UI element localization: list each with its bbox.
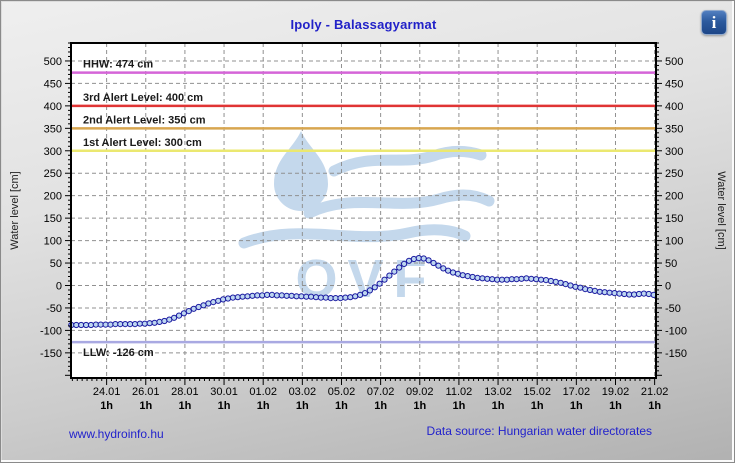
x-tick-label: 21.02 [641, 386, 669, 398]
x-tick-sublabel: 1h [531, 400, 544, 412]
x-tick-sublabel: 1h [335, 400, 348, 412]
x-tick-label: 03.02 [289, 386, 317, 398]
x-tick-sublabel: 1h [139, 400, 152, 412]
x-tick-sublabel: 1h [648, 400, 661, 412]
x-tick-sublabel: 1h [413, 400, 426, 412]
y-tick-label-right: -150 [665, 348, 687, 360]
y-tick-label-right: 400 [665, 101, 683, 113]
hhw-label: HHW: 474 cm [83, 59, 153, 71]
x-tick-sublabel: 1h [178, 400, 191, 412]
alert2-label: 2nd Alert Level: 350 cm [83, 114, 206, 126]
y-tick-label-right: 150 [665, 213, 683, 225]
y-tick-label-left: 100 [44, 236, 62, 248]
x-tick-sublabel: 1h [296, 400, 309, 412]
y-tick-label-left: 500 [44, 56, 62, 68]
y-tick-label-left: 150 [44, 213, 62, 225]
x-tick-label: 13.02 [484, 386, 512, 398]
y-tick-label-left: 200 [44, 191, 62, 203]
x-tick-label: 05.02 [328, 386, 356, 398]
page-title: Ipoly - Balassagyarmat [290, 17, 437, 32]
x-tick-label: 26.01 [132, 386, 160, 398]
site-link[interactable]: www.hydroinfo.hu [69, 427, 164, 441]
llw-label: LLW: -126 cm [83, 347, 154, 359]
x-tick-sublabel: 1h [257, 400, 270, 412]
y-tick-label-left: 50 [50, 258, 62, 270]
y-tick-label-right: 350 [665, 123, 683, 135]
water-level-series-markers [68, 255, 657, 329]
y-tick-label-right: 300 [665, 146, 683, 158]
y-tick-label-right: 450 [665, 78, 683, 90]
x-tick-label: 24.01 [93, 386, 121, 398]
x-tick-sublabel: 1h [452, 400, 465, 412]
x-tick-label: 07.02 [367, 386, 395, 398]
x-tick-sublabel: 1h [100, 400, 113, 412]
y-axis-title-left: Water level [cm] [9, 171, 21, 249]
y-tick-label-right: 200 [665, 191, 683, 203]
x-tick-sublabel: 1h [492, 400, 505, 412]
y-tick-label-right: 250 [665, 168, 683, 180]
alert1-label: 1st Alert Level: 300 cm [83, 137, 202, 149]
x-tick-label: 17.02 [563, 386, 591, 398]
y-tick-label-right: 50 [665, 258, 677, 270]
wave-icon [238, 224, 471, 249]
y-tick-label-left: 300 [44, 146, 62, 158]
x-tick-label: 15.02 [523, 386, 551, 398]
y-tick-label-right: 0 [665, 280, 671, 292]
x-tick-sublabel: 1h [218, 400, 231, 412]
y-tick-label-left: 0 [56, 280, 62, 292]
x-tick-label: 01.02 [249, 386, 277, 398]
y-tick-label-right: 100 [665, 236, 683, 248]
y-tick-label-left: -100 [40, 325, 62, 337]
x-tick-label: 28.01 [171, 386, 199, 398]
x-tick-label: 30.01 [210, 386, 238, 398]
x-tick-label: 11.02 [446, 386, 473, 398]
y-tick-label-right: -100 [665, 325, 687, 337]
x-tick-sublabel: 1h [570, 400, 583, 412]
x-tick-label: 09.02 [406, 386, 434, 398]
y-tick-label-left: 250 [44, 168, 62, 180]
y-axis-title-right: Water level [cm] [715, 171, 727, 249]
data-source-label: Data source: Hungarian water directorate… [426, 424, 652, 438]
x-tick-label: 19.02 [602, 386, 630, 398]
y-tick-label-left: 350 [44, 123, 62, 135]
y-tick-label-right: 500 [665, 56, 683, 68]
y-tick-label-left: -150 [40, 348, 62, 360]
y-tick-label-left: 400 [44, 101, 62, 113]
alert3-label: 3rd Alert Level: 400 cm [83, 92, 203, 104]
x-tick-sublabel: 1h [609, 400, 622, 412]
x-tick-sublabel: 1h [374, 400, 387, 412]
y-tick-label-left: 450 [44, 78, 62, 90]
y-tick-label-right: -50 [665, 303, 681, 315]
y-tick-label-left: -50 [46, 303, 62, 315]
info-icon[interactable]: i [701, 10, 727, 35]
axis-ticks [65, 42, 662, 385]
plot-border [70, 42, 657, 379]
